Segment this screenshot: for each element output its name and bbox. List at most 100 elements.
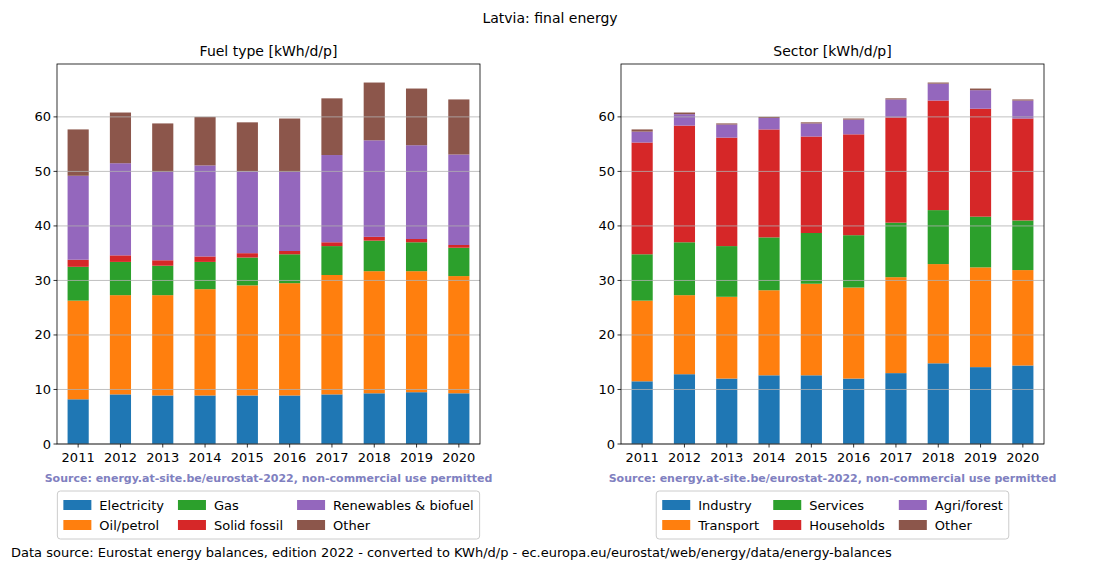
- legend-swatch: [297, 500, 325, 510]
- x-tick-label: 2016: [837, 450, 870, 465]
- legend-swatch: [899, 520, 927, 530]
- y-tick: [618, 334, 622, 335]
- legend-swatch: [63, 500, 91, 510]
- bar: [674, 374, 695, 444]
- y-tick: [618, 225, 622, 226]
- x-tick: [247, 444, 248, 448]
- x-tick: [331, 444, 332, 448]
- bar: [674, 113, 695, 115]
- bar: [406, 242, 427, 271]
- x-tick: [980, 444, 981, 448]
- legend-label: Oil/petrol: [99, 518, 159, 533]
- bar: [448, 393, 469, 444]
- legend: IndustryTransportServicesHouseholdsAgri/…: [656, 491, 1009, 539]
- x-tick: [78, 444, 79, 448]
- bar: [970, 89, 991, 91]
- bar: [801, 137, 822, 233]
- legend-swatch: [773, 520, 801, 530]
- y-tick-label: 60: [598, 109, 615, 124]
- y-tick-label: 10: [34, 382, 51, 397]
- bar: [758, 129, 779, 237]
- legend-label: Renewables & biofuel: [333, 498, 474, 513]
- bar: [321, 394, 342, 444]
- y-tick-label: 60: [34, 109, 51, 124]
- bar: [152, 123, 173, 172]
- chart: 0102030405060201120122013201420152016201…: [34, 43, 492, 539]
- legend-label: Gas: [214, 498, 239, 513]
- x-tick-label: 2020: [442, 450, 475, 465]
- y-tick-label: 20: [34, 327, 51, 342]
- x-tick-label: 2015: [795, 450, 828, 465]
- y-tick: [618, 444, 622, 445]
- y-tick: [618, 280, 622, 281]
- bar: [758, 375, 779, 444]
- x-tick: [642, 444, 643, 448]
- legend-label: Other: [333, 518, 371, 533]
- bar: [364, 271, 385, 393]
- bar: [716, 297, 737, 379]
- x-tick-label: 2013: [146, 450, 179, 465]
- bar: [716, 125, 737, 138]
- bar: [801, 284, 822, 376]
- background: [0, 0, 1100, 572]
- grid-line: [57, 171, 480, 172]
- legend-swatch: [899, 500, 927, 510]
- bar: [716, 123, 737, 124]
- suptitle: Latvia: final energy: [482, 10, 617, 26]
- bar: [110, 113, 131, 164]
- bar: [364, 393, 385, 444]
- bar: [928, 210, 949, 264]
- legend-swatch: [662, 520, 690, 530]
- chart-title: Sector [kWh/d/p]: [773, 43, 891, 59]
- x-tick: [374, 444, 375, 448]
- bar: [194, 165, 215, 256]
- legend-label: Electricity: [99, 498, 164, 513]
- bar: [68, 176, 89, 260]
- bar: [1012, 270, 1033, 365]
- x-tick-label: 2019: [964, 450, 997, 465]
- bar: [716, 379, 737, 444]
- bar: [110, 163, 131, 255]
- bar: [801, 375, 822, 444]
- bar: [68, 260, 89, 267]
- x-tick: [1022, 444, 1023, 448]
- bar: [364, 83, 385, 141]
- y-tick: [54, 334, 58, 335]
- bar: [1012, 99, 1033, 100]
- x-tick-label: 2020: [1006, 450, 1039, 465]
- x-tick: [205, 444, 206, 448]
- x-tick: [416, 444, 417, 448]
- grid-line: [57, 280, 480, 281]
- bar: [406, 271, 427, 392]
- bar: [279, 283, 300, 395]
- bar: [674, 114, 695, 125]
- bar: [321, 242, 342, 246]
- bar: [843, 288, 864, 379]
- legend-swatch: [178, 500, 206, 510]
- bar: [406, 145, 427, 239]
- y-tick: [54, 389, 58, 390]
- bar: [194, 289, 215, 395]
- y-tick: [618, 389, 622, 390]
- bar: [758, 118, 779, 129]
- y-tick: [54, 280, 58, 281]
- bar: [885, 277, 906, 373]
- legend-label: Households: [809, 518, 885, 533]
- bar: [970, 109, 991, 217]
- legend-label: Agri/forest: [935, 498, 1003, 513]
- bar: [194, 256, 215, 261]
- y-tick-label: 40: [598, 218, 615, 233]
- bar: [970, 267, 991, 367]
- bar: [1012, 220, 1033, 270]
- bar: [448, 99, 469, 154]
- axes-frame: [57, 64, 480, 444]
- bar: [152, 395, 173, 444]
- x-tick: [726, 444, 727, 448]
- bar: [885, 117, 906, 222]
- bar: [321, 155, 342, 242]
- legend-label: Industry: [698, 498, 752, 513]
- x-tick-label: 2015: [231, 450, 264, 465]
- x-tick: [769, 444, 770, 448]
- bar: [237, 171, 258, 253]
- bar: [68, 301, 89, 400]
